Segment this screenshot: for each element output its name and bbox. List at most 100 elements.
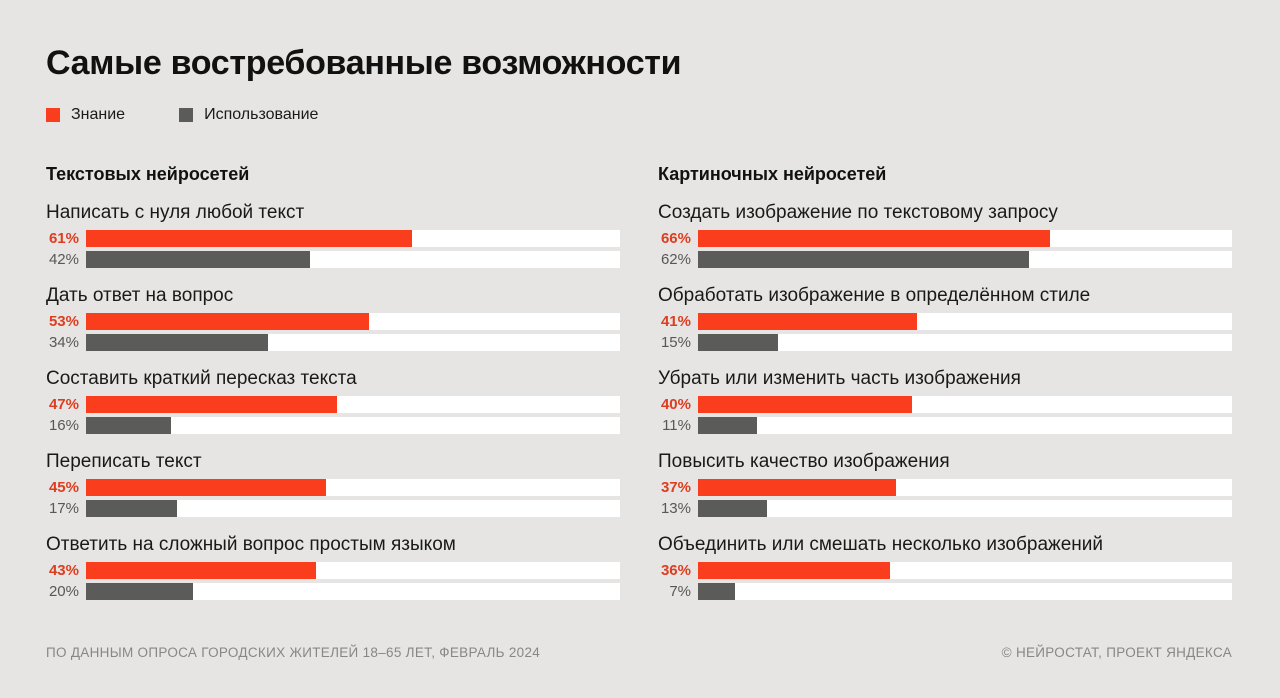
- bar-track: [698, 396, 1232, 413]
- bar-track: [698, 417, 1232, 434]
- legend-item-knowledge: Знание: [46, 106, 125, 124]
- bar-group: Дать ответ на вопрос 53% 34%: [46, 285, 620, 351]
- bar-group-label: Дать ответ на вопрос: [46, 285, 234, 306]
- usage-bar: [698, 251, 1030, 268]
- knowledge-bar: [698, 479, 896, 496]
- bar-track: [698, 479, 1232, 496]
- bar-track: [86, 417, 620, 434]
- knowledge-bar-row: 36%: [658, 562, 1232, 579]
- bar-track: [698, 251, 1232, 268]
- bar-track: [86, 479, 620, 496]
- usage-bar: [86, 583, 193, 600]
- bar-track: [698, 334, 1232, 351]
- bar-group-label: Повысить качество изображения: [658, 451, 950, 472]
- bar-group-label: Ответить на сложный вопрос простым языко…: [46, 534, 456, 555]
- knowledge-value-label: 45%: [48, 479, 79, 496]
- usage-bar: [698, 583, 736, 600]
- knowledge-value-label: 61%: [48, 230, 79, 247]
- usage-bar-row: 17%: [46, 500, 620, 517]
- knowledge-bar: [698, 313, 917, 330]
- usage-value-label: 62%: [660, 251, 691, 268]
- knowledge-value-label: 43%: [48, 562, 79, 579]
- footer-source-note: ПО ДАННЫМ ОПРОСА ГОРОДСКИХ ЖИТЕЛЕЙ 18–65…: [46, 645, 541, 660]
- usage-value-label: 15%: [660, 334, 691, 351]
- bar-track: [86, 313, 620, 330]
- knowledge-bar: [698, 396, 912, 413]
- bar-group: Переписать текст 45% 17%: [46, 451, 620, 517]
- knowledge-value-label: 66%: [660, 230, 691, 247]
- bar-group: Ответить на сложный вопрос простым языко…: [46, 534, 620, 600]
- knowledge-value-label: 53%: [48, 313, 79, 330]
- usage-value-label: 11%: [662, 417, 691, 434]
- usage-bar-row: 62%: [658, 251, 1232, 268]
- knowledge-bar: [86, 562, 316, 579]
- bar-group-label: Составить краткий пересказ текста: [46, 368, 357, 389]
- usage-bar: [698, 500, 768, 517]
- knowledge-swatch-icon: [46, 108, 60, 122]
- bar-group-label: Обработать изображение в определённом ст…: [658, 285, 1091, 306]
- bar-track: [698, 313, 1232, 330]
- knowledge-bar-row: 41%: [658, 313, 1232, 330]
- bar-group: Обработать изображение в определённом ст…: [658, 285, 1232, 351]
- knowledge-value-label: 36%: [660, 562, 691, 579]
- usage-swatch-icon: [179, 108, 194, 122]
- bar-group: Убрать или изменить часть изображения 40…: [658, 368, 1232, 434]
- knowledge-value-label: 40%: [660, 396, 691, 413]
- bar-group-label: Объединить или смешать несколько изображ…: [658, 534, 1104, 555]
- legend-item-usage: Использование: [179, 106, 318, 124]
- legend: Знание Использование: [46, 106, 1232, 124]
- bar-track: [698, 562, 1232, 579]
- chart-columns: Текстовых нейросетей Написать с нуля люб…: [46, 164, 1232, 600]
- usage-value-label: 7%: [669, 583, 691, 600]
- bar-group-label: Написать с нуля любой текст: [46, 202, 305, 223]
- usage-value-label: 42%: [48, 251, 79, 268]
- usage-value-label: 13%: [660, 500, 691, 517]
- bar-group: Создать изображение по текстовому запрос…: [658, 202, 1232, 268]
- bar-group-label: Убрать или изменить часть изображения: [658, 368, 1021, 389]
- usage-bar: [698, 334, 779, 351]
- usage-bar-row: 7%: [658, 583, 1232, 600]
- knowledge-value-label: 37%: [660, 479, 691, 496]
- chart-column: Текстовых нейросетей Написать с нуля люб…: [46, 164, 620, 600]
- knowledge-value-label: 47%: [48, 396, 79, 413]
- bar-group: Написать с нуля любой текст 61% 42%: [46, 202, 620, 268]
- knowledge-bar-row: 40%: [658, 396, 1232, 413]
- bar-group-label: Создать изображение по текстовому запрос…: [658, 202, 1058, 223]
- bar-track: [86, 230, 620, 247]
- bar-track: [86, 251, 620, 268]
- usage-bar-row: 42%: [46, 251, 620, 268]
- usage-bar: [86, 334, 268, 351]
- knowledge-bar: [86, 396, 337, 413]
- bar-track: [698, 583, 1232, 600]
- usage-bar-row: 16%: [46, 417, 620, 434]
- usage-value-label: 16%: [48, 417, 79, 434]
- bar-group: Составить краткий пересказ текста 47% 16…: [46, 368, 620, 434]
- knowledge-bar: [698, 562, 891, 579]
- knowledge-bar: [86, 230, 412, 247]
- bar-track: [698, 230, 1232, 247]
- usage-bar-row: 15%: [658, 334, 1232, 351]
- bar-track: [86, 562, 620, 579]
- knowledge-bar: [86, 313, 370, 330]
- bar-group-label: Переписать текст: [46, 451, 202, 472]
- knowledge-bar-row: 43%: [46, 562, 620, 579]
- usage-bar: [86, 500, 177, 517]
- legend-label-knowledge: Знание: [71, 106, 126, 123]
- usage-bar: [86, 417, 172, 434]
- usage-bar-row: 34%: [46, 334, 620, 351]
- column-header: Текстовых нейросетей: [46, 164, 250, 184]
- legend-label-usage: Использование: [204, 106, 319, 123]
- column-header: Картиночных нейросетей: [658, 164, 887, 184]
- chart-column: Картиночных нейросетей Создать изображен…: [658, 164, 1232, 600]
- knowledge-bar-row: 66%: [658, 230, 1232, 247]
- bar-track: [86, 396, 620, 413]
- knowledge-bar-row: 37%: [658, 479, 1232, 496]
- knowledge-value-label: 41%: [660, 313, 691, 330]
- knowledge-bar-row: 61%: [46, 230, 620, 247]
- footer-copyright: © НЕЙРОСТАТ, ПРОЕКТ ЯНДЕКСА: [1001, 645, 1232, 660]
- page-title: Самые востребованные возможности: [46, 44, 682, 82]
- knowledge-bar-row: 45%: [46, 479, 620, 496]
- bar-group: Объединить или смешать несколько изображ…: [658, 534, 1232, 600]
- bar-track: [86, 500, 620, 517]
